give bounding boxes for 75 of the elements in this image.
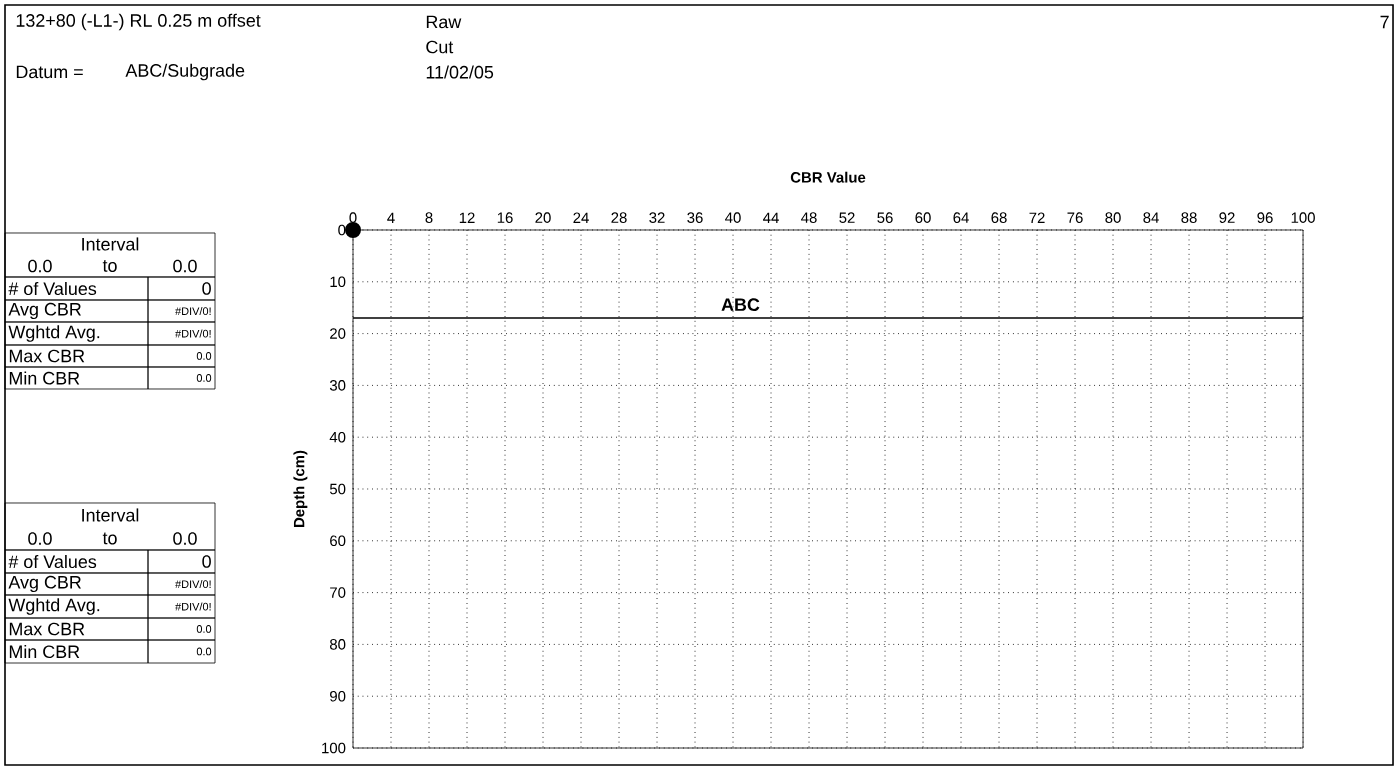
text: Min CBR bbox=[9, 644, 80, 659]
text: Interval bbox=[82, 237, 139, 251]
text: Max CBR bbox=[9, 349, 85, 363]
text: 0 bbox=[202, 282, 211, 295]
x-tick-label: 48 bbox=[801, 212, 817, 223]
x-tick-label: 0 bbox=[349, 212, 357, 223]
text: Avg CBR bbox=[8, 302, 81, 320]
text: 0 bbox=[202, 555, 211, 568]
text: Interval bbox=[82, 508, 139, 522]
x-tick-label: 68 bbox=[991, 212, 1007, 223]
text: to bbox=[102, 260, 117, 272]
y-axis-title: Depth (cm) bbox=[293, 450, 308, 528]
x-tick-label: 72 bbox=[1029, 212, 1045, 223]
x-tick-label: 4 bbox=[387, 212, 395, 223]
x-tick-label: 36 bbox=[687, 212, 703, 223]
text: # of Values bbox=[8, 554, 97, 569]
x-tick-label: 52 bbox=[839, 212, 855, 223]
text: #DIV/0! bbox=[175, 329, 211, 338]
text: Min CBR bbox=[9, 371, 80, 385]
y-tick-label: 40 bbox=[329, 431, 346, 443]
text: 7 bbox=[1380, 15, 1389, 29]
text: #DIV/0! bbox=[175, 579, 211, 589]
text: Raw bbox=[426, 15, 462, 29]
x-tick-label: 16 bbox=[497, 212, 513, 223]
x-tick-label: 100 bbox=[1291, 212, 1315, 223]
text: ABC/Subgrade bbox=[125, 63, 245, 81]
x-tick-label: 44 bbox=[763, 212, 779, 223]
text: 0.0 bbox=[196, 647, 212, 656]
x-tick-label: 12 bbox=[459, 212, 475, 223]
text: to bbox=[102, 532, 117, 545]
text: Datum = bbox=[16, 65, 83, 79]
text: Cut bbox=[426, 40, 454, 54]
text: 0.0 bbox=[173, 259, 197, 273]
x-tick-label: 56 bbox=[877, 212, 893, 223]
text: Wghtd Avg. bbox=[8, 598, 100, 615]
x-tick-label: 60 bbox=[915, 212, 931, 223]
ref-line-label: ABC bbox=[721, 298, 760, 312]
x-tick-label: 76 bbox=[1067, 212, 1083, 223]
x-tick-label: 64 bbox=[953, 212, 969, 223]
text: #DIV/0! bbox=[175, 602, 211, 611]
text: Max CBR bbox=[9, 622, 85, 636]
x-tick-label: 96 bbox=[1257, 212, 1273, 223]
y-tick-label: 80 bbox=[330, 639, 346, 650]
y-tick-label: 50 bbox=[329, 483, 346, 495]
text: # of Values bbox=[8, 281, 97, 296]
y-tick-label: 30 bbox=[329, 380, 346, 391]
y-tick-label: 60 bbox=[330, 535, 346, 547]
y-tick-label: 70 bbox=[330, 587, 346, 598]
x-tick-label: 8 bbox=[425, 212, 433, 223]
x-tick-label: 84 bbox=[1143, 212, 1159, 223]
x-axis-title: CBR Value bbox=[790, 171, 866, 183]
x-tick-label: 20 bbox=[535, 212, 551, 223]
x-tick-label: 92 bbox=[1219, 212, 1235, 223]
y-tick-label: 10 bbox=[330, 276, 346, 288]
text: 0.0 bbox=[196, 352, 212, 360]
x-tick-label: 88 bbox=[1181, 212, 1197, 223]
y-tick-label: 100 bbox=[322, 742, 346, 754]
x-tick-label: 28 bbox=[611, 212, 627, 223]
text: Avg CBR bbox=[8, 575, 81, 593]
text: 0.0 bbox=[28, 259, 52, 273]
y-tick-label: 20 bbox=[330, 328, 346, 339]
text: 0.0 bbox=[28, 532, 52, 545]
y-tick-label: 90 bbox=[330, 690, 346, 702]
text: 11/02/05 bbox=[426, 65, 494, 79]
text: 0.0 bbox=[196, 374, 212, 382]
text: 0.0 bbox=[196, 625, 212, 633]
x-tick-label: 32 bbox=[649, 212, 665, 223]
x-tick-label: 24 bbox=[573, 212, 589, 223]
y-tick-label: 0 bbox=[338, 224, 346, 236]
x-tick-label: 80 bbox=[1105, 212, 1121, 223]
text: 132+80 (-L1-) RL 0.25 m offset bbox=[16, 13, 261, 31]
text: #DIV/0! bbox=[175, 306, 211, 316]
text: Wghtd Avg. bbox=[8, 325, 100, 342]
x-tick-label: 40 bbox=[725, 212, 741, 223]
text: 0.0 bbox=[173, 532, 197, 545]
